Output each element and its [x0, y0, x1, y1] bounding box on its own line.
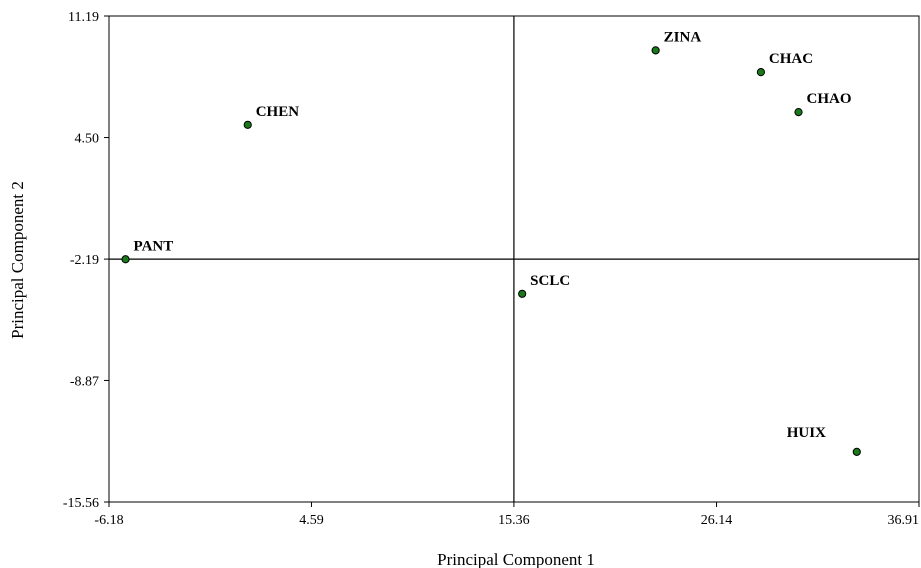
- x-axis-ticks: -6.18 4.59 15.36 26.14 36.91: [94, 502, 920, 528]
- point-marker: [651, 46, 660, 55]
- x-tick-label: 36.91: [888, 513, 920, 528]
- point-marker: [794, 108, 803, 117]
- y-tick-label: -8.87: [70, 374, 99, 389]
- data-point-chao: CHAO: [794, 91, 852, 117]
- y-axis-ticks: 11.19 4.50 -2.19 -8.87 -15.56: [63, 10, 109, 511]
- y-tick-label: -15.56: [63, 496, 99, 511]
- data-point-sclc: SCLC: [518, 273, 570, 298]
- point-marker: [518, 289, 527, 298]
- point-label: HUIX: [787, 425, 826, 441]
- data-point-chac: CHAC: [756, 51, 813, 77]
- x-axis-title: Principal Component 1: [437, 550, 595, 568]
- point-label: CHEN: [256, 104, 300, 120]
- x-tick-label: -6.18: [94, 513, 123, 528]
- point-marker: [756, 68, 766, 77]
- y-axis-title: Principal Component 2: [8, 181, 27, 339]
- point-label: CHAC: [769, 51, 813, 67]
- point-label: CHAO: [807, 91, 852, 107]
- point-label: PANT: [134, 238, 174, 254]
- data-point-zina: ZINA: [651, 29, 702, 55]
- point-marker: [243, 120, 252, 129]
- point-label: ZINA: [664, 29, 702, 45]
- x-tick-label: 15.36: [498, 513, 530, 528]
- point-marker: [852, 447, 861, 456]
- y-tick-label: 11.19: [68, 10, 99, 25]
- x-tick-label: 26.14: [701, 513, 733, 528]
- data-point-chen: CHEN: [243, 104, 300, 129]
- point-label: SCLC: [530, 273, 570, 289]
- reference-lines: [109, 16, 919, 502]
- y-tick-label: -2.19: [70, 253, 99, 268]
- data-point-huix: HUIX: [787, 425, 861, 456]
- data-point-pant: PANT: [121, 238, 174, 264]
- point-marker: [121, 255, 130, 264]
- x-tick-label: 4.59: [299, 513, 324, 528]
- y-tick-label: 4.50: [75, 132, 100, 147]
- data-points: PANT CHEN SCLC ZINA CHAC CHAO HUIX: [121, 29, 861, 456]
